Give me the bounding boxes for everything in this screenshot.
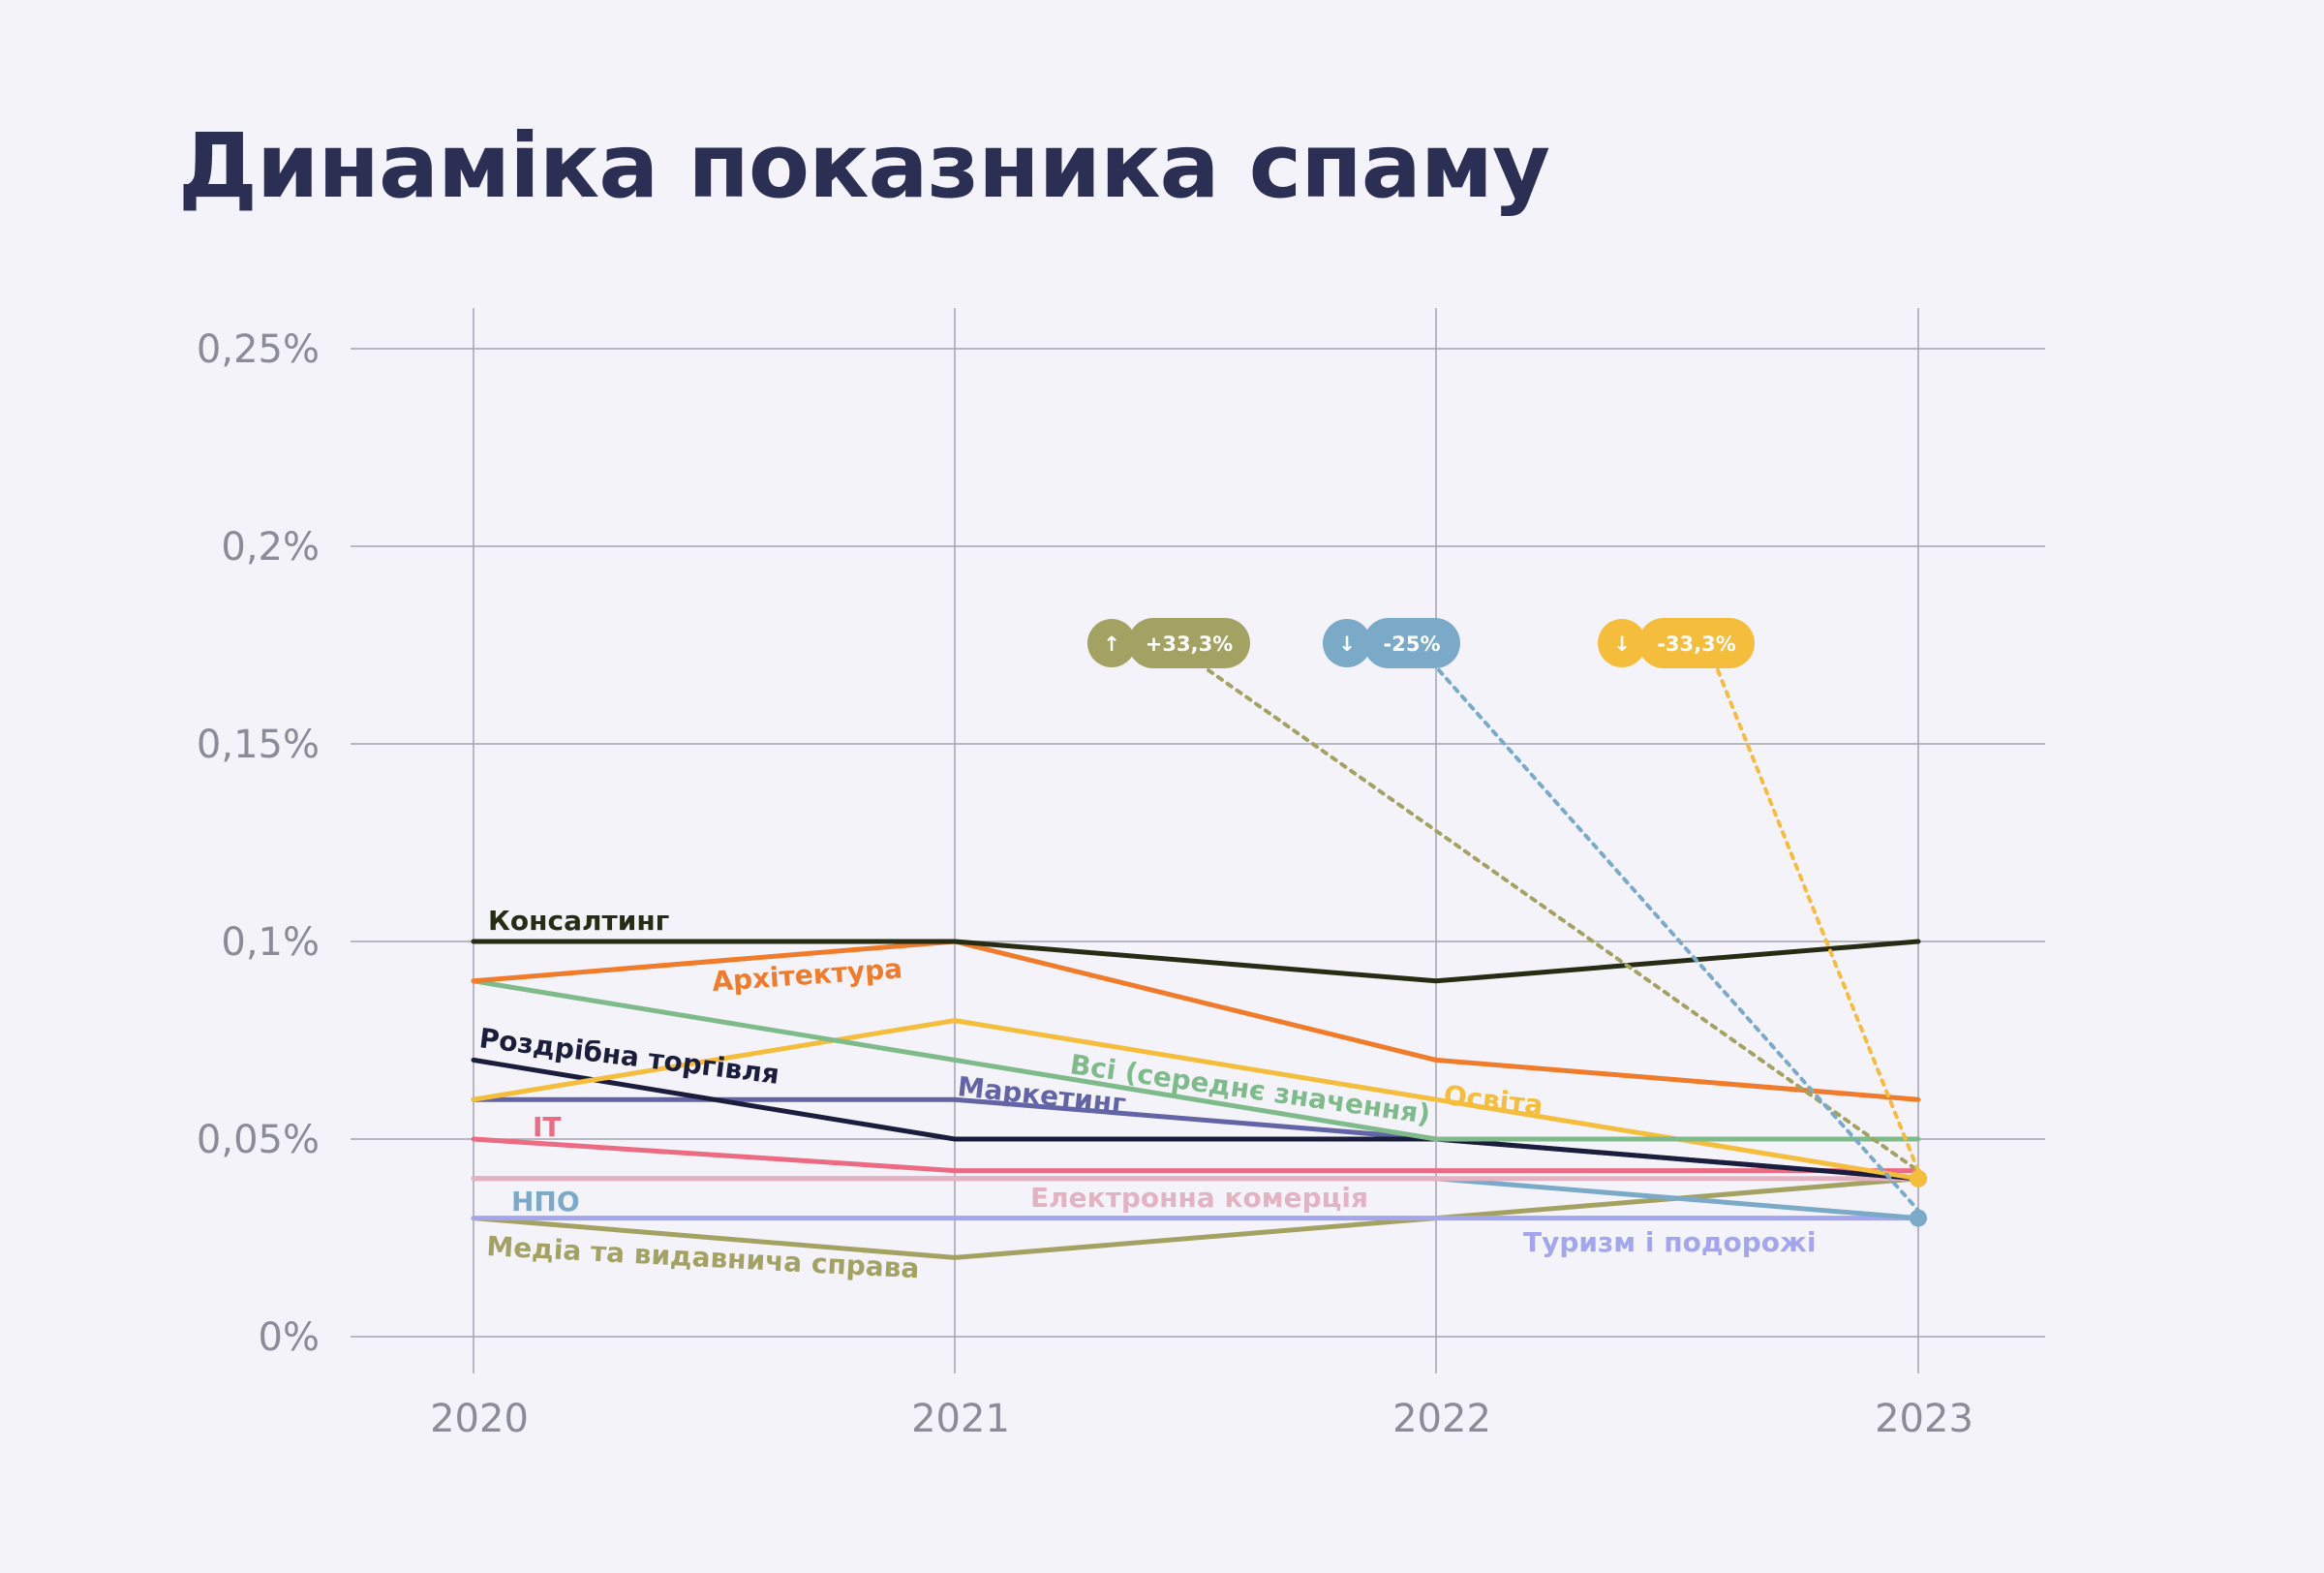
x-tick-label: 2020 [430,1397,529,1441]
y-tick-label: 0% [259,1315,320,1360]
annotation-badge-label: -25% [1384,632,1441,656]
y-tick-label: 0,1% [221,920,320,965]
series-line [471,939,1921,1102]
annotation-badge-pill [1638,618,1755,668]
arrow-up-icon: ↑ [1103,632,1120,656]
series-end-marker [1910,1209,1927,1227]
annotation-badge-icon [1323,619,1371,667]
annotation-leader [1437,668,1920,1213]
x-tick-label: 2022 [1392,1397,1491,1441]
annotation-badge-pill [1363,618,1460,668]
series-line [471,939,1921,984]
series-label: Електронна комерція [1030,1182,1368,1214]
page-title: Динаміка показника спаму [178,114,1550,218]
y-tick-label: 0,15% [197,723,320,767]
y-tick-label: 0,05% [197,1118,320,1162]
annotation-badge-pill [1128,618,1250,668]
arrow-down-icon: ↓ [1613,632,1631,656]
y-tick-label: 0,2% [221,525,320,570]
x-tick-label: 2023 [1875,1397,1973,1441]
annotation-badge-icon [1087,619,1136,667]
series-label: Освіта [1442,1079,1544,1122]
series-end-marker [1910,1169,1927,1187]
series-label: НПО [511,1186,580,1218]
x-tick-label: 2021 [911,1397,1010,1441]
arrow-down-icon: ↓ [1338,632,1356,656]
series-label: Консалтинг [488,905,669,937]
annotation-badge-label: +33,3% [1146,632,1233,656]
annotation-leader [1207,668,1920,1173]
annotation-badge-label: -33,3% [1657,632,1736,656]
annotation-badge-icon [1598,619,1646,667]
annotation-leader [1716,668,1920,1173]
series-label: Туризм і подорожі [1523,1226,1816,1258]
series-line [471,1057,1921,1182]
series-label: Роздрібна торгівля [477,1022,780,1091]
series-label: IT [533,1111,562,1143]
series-line [471,1136,1921,1174]
series-line [471,978,1921,1142]
y-tick-label: 0,25% [197,327,320,372]
